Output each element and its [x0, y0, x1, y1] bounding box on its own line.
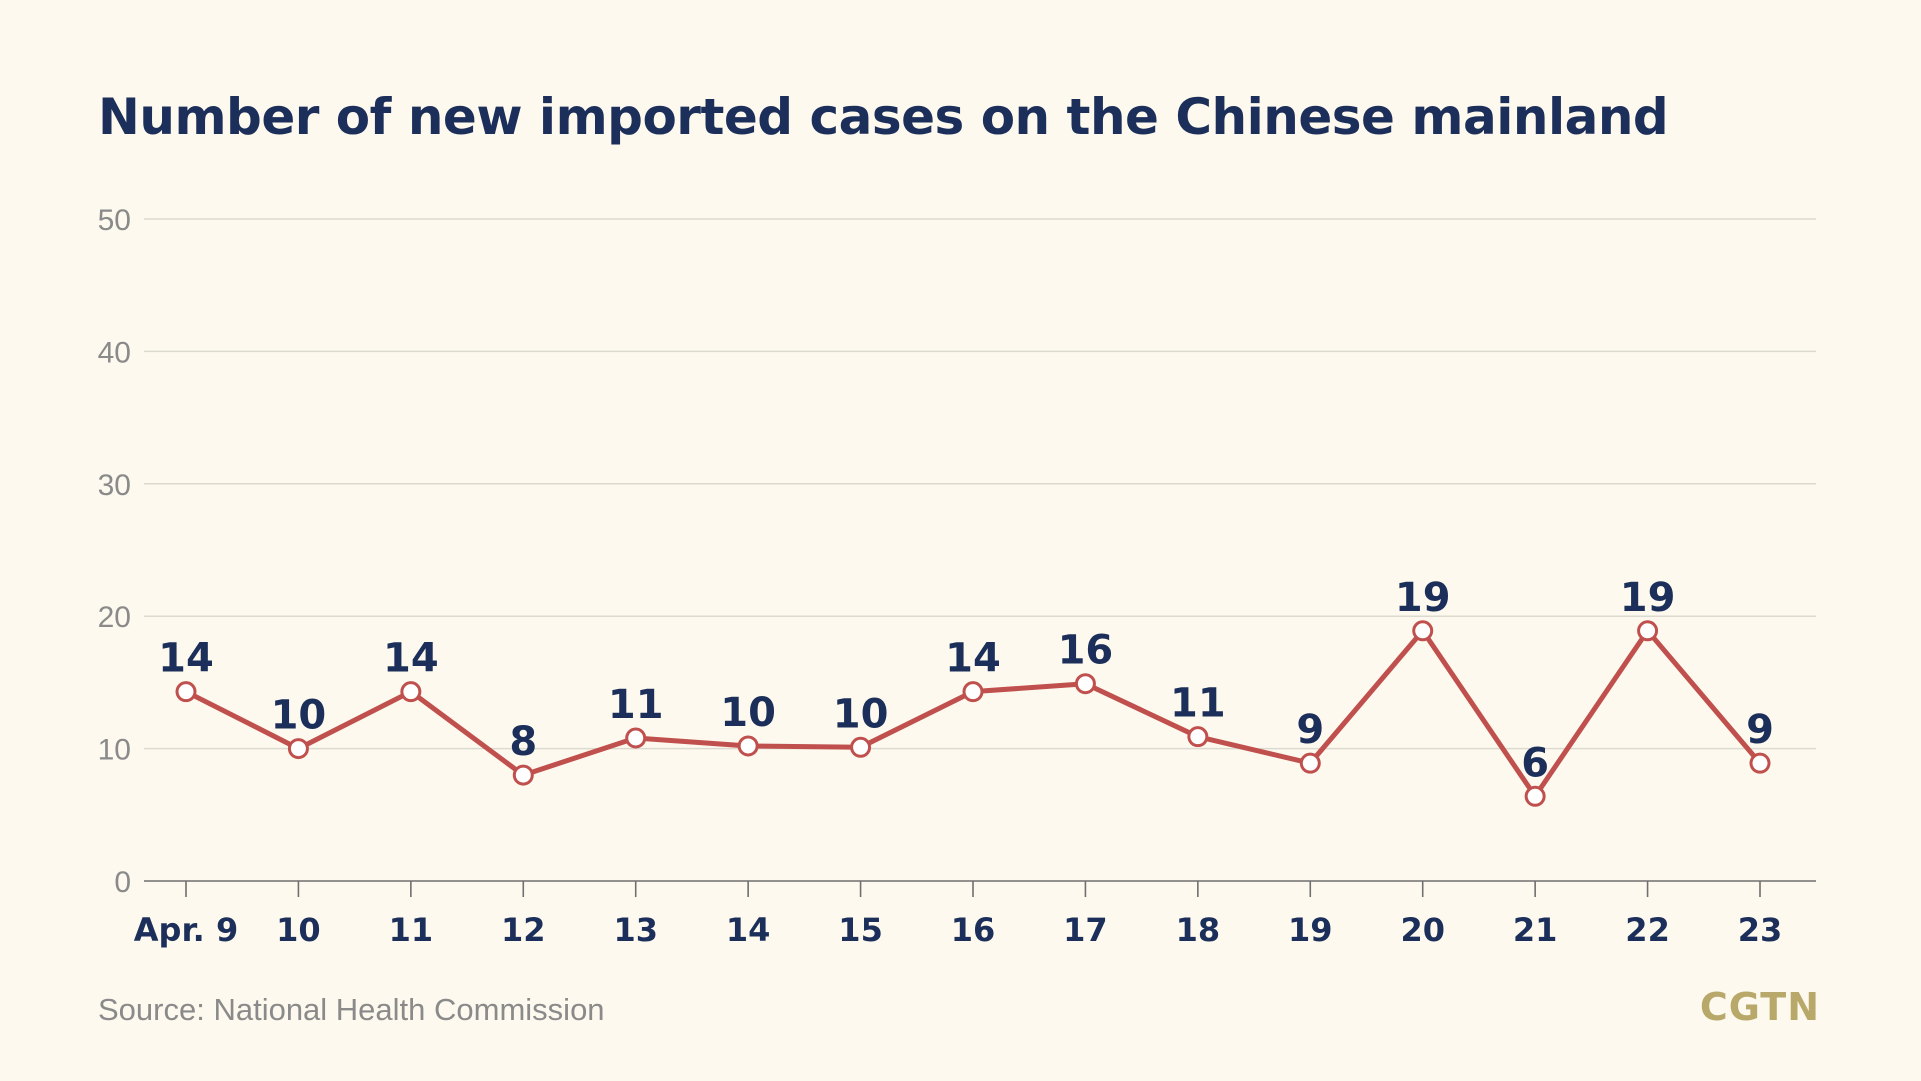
data-label: 19: [1395, 575, 1451, 621]
data-point: [625, 727, 647, 749]
x-tick-label: 20: [1400, 911, 1445, 949]
data-point: [175, 681, 197, 703]
data-point: [1749, 752, 1771, 774]
x-axis-ticks: Apr. 9 10 11 12 13 14 15 16 17 18 19 20 21 22 23: [134, 911, 1782, 949]
x-tick-label: 21: [1513, 911, 1558, 949]
data-label: 14: [383, 636, 439, 682]
data-point: [512, 764, 534, 786]
data-point: [962, 681, 984, 703]
x-tick-label: 10: [276, 911, 321, 949]
data-label: 11: [1170, 681, 1226, 727]
x-tick-label: 17: [1063, 911, 1108, 949]
x-tick-label: 18: [1176, 911, 1221, 949]
chart-title: Number of new imported cases on the Chin…: [98, 88, 1669, 146]
data-point: [1412, 620, 1434, 642]
x-tick-label: 22: [1625, 911, 1670, 949]
y-tick-label: 30: [98, 469, 131, 502]
y-tick-label: 0: [114, 866, 131, 899]
y-tick-label: 20: [98, 601, 131, 634]
y-tick-label: 50: [98, 204, 131, 237]
cgtn-logo: CGTN: [1699, 985, 1820, 1029]
source-note: Source: National Health Commission: [98, 992, 605, 1027]
x-tick-label: 12: [501, 911, 546, 949]
data-label: 10: [720, 690, 776, 736]
data-label: 8: [509, 719, 537, 765]
grid-lines: [144, 218, 1816, 750]
y-axis-ticks: 0 10 20 30 40 50: [98, 204, 131, 899]
data-points: [175, 620, 1771, 807]
data-label: 19: [1620, 575, 1676, 621]
data-label: 9: [1746, 707, 1774, 753]
x-tick-label: 15: [838, 911, 883, 949]
data-label: 14: [158, 636, 214, 682]
data-point: [850, 736, 872, 758]
x-tick-label: 11: [389, 911, 434, 949]
data-label: 14: [945, 636, 1001, 682]
x-tick-label: 14: [726, 911, 771, 949]
y-tick-label: 10: [98, 734, 131, 767]
x-tick-label: 19: [1288, 911, 1333, 949]
data-labels: 14 10 14 8 11 10 10 14 16 11 9 19 6 19 9: [158, 575, 1774, 787]
data-point: [287, 738, 309, 760]
data-point: [1074, 673, 1096, 695]
x-tick-label: Apr. 9: [134, 911, 238, 949]
x-tick-label: 23: [1738, 911, 1783, 949]
data-point: [1299, 752, 1321, 774]
data-point: [400, 681, 422, 703]
data-label: 10: [271, 693, 327, 739]
data-label: 6: [1521, 740, 1549, 786]
y-tick-label: 40: [98, 336, 131, 369]
data-point: [1524, 785, 1546, 807]
data-point: [1637, 620, 1659, 642]
data-label: 16: [1058, 628, 1114, 674]
data-label: 9: [1296, 707, 1324, 753]
data-point: [737, 735, 759, 757]
data-point: [1187, 726, 1209, 748]
data-label: 11: [608, 682, 664, 728]
x-axis: [144, 880, 1816, 897]
data-label: 10: [833, 691, 889, 737]
x-tick-label: 16: [951, 911, 996, 949]
x-tick-label: 13: [613, 911, 658, 949]
